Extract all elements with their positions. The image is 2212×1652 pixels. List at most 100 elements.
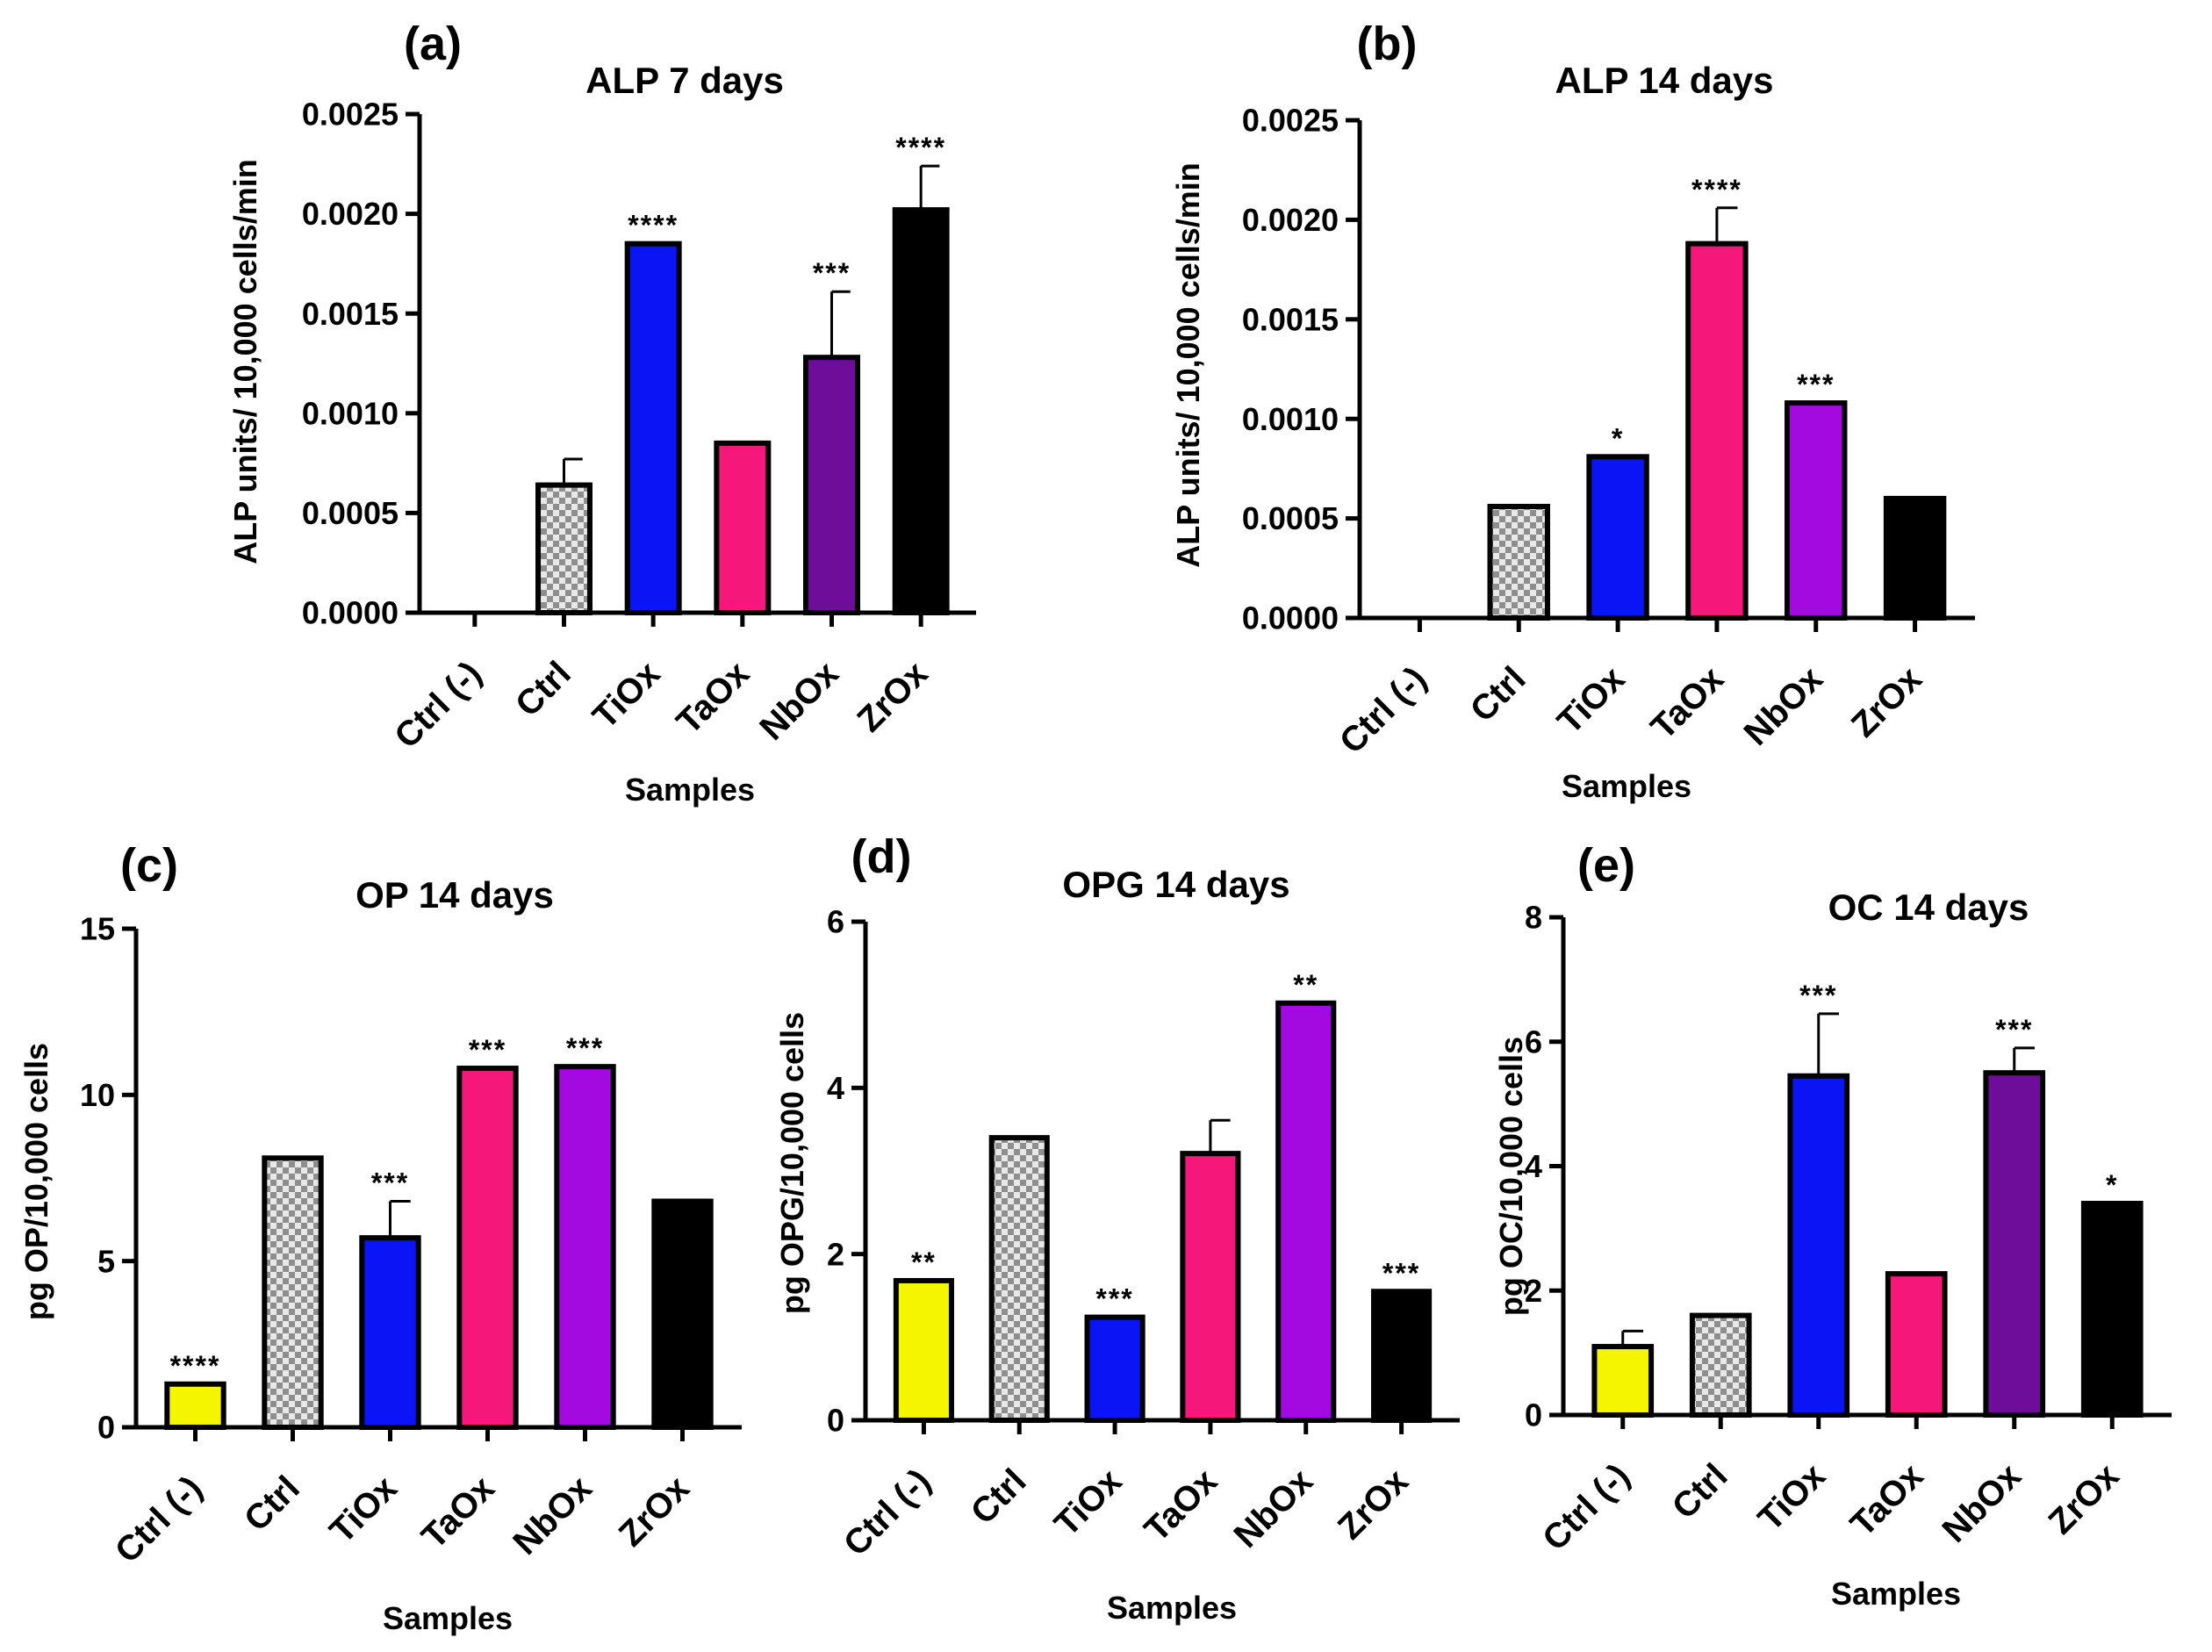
- x-tick-label: NbOx: [1227, 1462, 1321, 1555]
- y-axis-label-a: ALP units/ 10,000 cells/min: [227, 159, 263, 564]
- x-tick-label: ZrOx: [612, 1469, 697, 1554]
- bar: [1885, 1271, 1948, 1419]
- y-tick-label: 4: [827, 1070, 844, 1106]
- y-tick-label: 4: [1525, 1148, 1542, 1184]
- x-tick-label: ZrOx: [1844, 659, 1929, 744]
- bar: [1785, 400, 1848, 621]
- x-tick-label: ZrOx: [2041, 1456, 2126, 1541]
- bar: [535, 482, 592, 615]
- y-tick-label: 0: [97, 1410, 115, 1446]
- x-tick-label: Ctrl (-): [1535, 1456, 1637, 1558]
- significance-label: ****: [1691, 174, 1742, 205]
- x-tick-label: Ctrl (-): [108, 1469, 210, 1570]
- panel-label-e: (e): [1577, 839, 1635, 892]
- significance-label: *: [1612, 422, 1624, 454]
- y-axis-label-e: pg OC/10,000 cells: [1493, 1037, 1529, 1316]
- chart-panel-b: (b) ALP 14 days ALP units/ 10,000 cells/…: [1170, 18, 1975, 804]
- significance-label: ****: [895, 132, 946, 163]
- x-tick-label: ZrOx: [850, 654, 935, 739]
- bar: [1591, 1344, 1655, 1418]
- significance-label: ***: [371, 1167, 409, 1199]
- x-tick-label: TaOx: [414, 1469, 502, 1556]
- x-tick-label: ZrOx: [1331, 1462, 1416, 1547]
- x-tick-label: Ctrl: [1665, 1456, 1735, 1526]
- plot-area-b: 0.0000 0.0005 0.0010 0.0015 0.0020 0.0025 Ctrl…: [1242, 103, 1975, 761]
- y-tick-label: 5: [97, 1243, 115, 1279]
- panel-label-d: (d): [851, 830, 912, 883]
- chart-panel-c: (c) OP 14 days pg OP/10,000 cells Sample…: [18, 839, 742, 1636]
- x-tick-label: TiOx: [1751, 1456, 1833, 1538]
- bar: [624, 241, 682, 615]
- y-tick-label: 0.0025: [302, 97, 399, 133]
- bar: [1084, 1314, 1146, 1423]
- x-tick-label: NbOx: [1936, 1456, 2029, 1550]
- panel-label-b: (b): [1357, 18, 1418, 70]
- x-axis-label-d: Samples: [1107, 1590, 1237, 1626]
- bar: [1685, 241, 1749, 621]
- x-tick-label: TaOx: [1644, 659, 1732, 747]
- x-axis-label-e: Samples: [1831, 1576, 1961, 1612]
- chart-title-b: ALP 14 days: [1555, 60, 1773, 101]
- panel-label-c: (c): [120, 839, 178, 892]
- bar: [1586, 454, 1649, 621]
- plot-area-d: 0 2 4 6 Ctrl (-) ** Ctrl TiOx *** TaOx NbOx ** ZrOx *…: [827, 904, 1460, 1563]
- bar: [1371, 1289, 1433, 1424]
- significance-label: ***: [1995, 1014, 2033, 1045]
- x-tick-label: Ctrl: [964, 1462, 1034, 1532]
- y-tick-label: 2: [827, 1236, 844, 1272]
- y-tick-label: 6: [827, 904, 844, 940]
- y-tick-label: 2: [1525, 1273, 1542, 1309]
- x-tick-label: TiOx: [322, 1469, 404, 1550]
- y-axis-label-c: pg OP/10,000 cells: [18, 1043, 54, 1320]
- bar: [1275, 1000, 1337, 1423]
- y-tick-label: 0.0005: [1242, 500, 1339, 536]
- y-tick-label: 0.0025: [1242, 103, 1339, 139]
- x-tick-label: Ctrl (-): [1332, 659, 1434, 761]
- y-tick-label: 8: [1525, 900, 1542, 936]
- bar: [651, 1198, 714, 1431]
- y-tick-label: 0.0005: [302, 495, 399, 531]
- x-tick-label: Ctrl (-): [387, 654, 489, 756]
- bar: [262, 1155, 324, 1431]
- significance-label: ***: [1797, 369, 1835, 400]
- x-axis-label-c: Samples: [383, 1600, 513, 1636]
- plot-area-a: 0.0000 0.0005 0.0010 0.0015 0.0020 0.0025 Ctrl…: [302, 97, 976, 756]
- x-tick-label: TaOx: [1843, 1456, 1931, 1544]
- bar: [359, 1235, 421, 1431]
- significance-label: *: [2106, 1169, 2118, 1201]
- significance-label: ***: [1382, 1257, 1420, 1289]
- y-tick-label: 15: [80, 911, 115, 947]
- chart-title-c: OP 14 days: [356, 874, 554, 916]
- bar: [1883, 495, 1947, 621]
- significance-label: **: [911, 1246, 937, 1278]
- plot-area-e: 0 2 4 6 8 Ctrl (-) Ctrl TiOx *** TaOx NbOx *** ZrOx *: [1525, 900, 2172, 1558]
- x-tick-label: Ctrl: [237, 1469, 307, 1539]
- panel-label-a: (a): [404, 18, 462, 70]
- significance-label: ****: [170, 1350, 221, 1382]
- y-tick-label: 0.0015: [302, 296, 399, 332]
- x-tick-label: TaOx: [669, 654, 757, 742]
- y-tick-label: 0.0015: [1242, 301, 1339, 337]
- x-tick-label: NbOx: [752, 654, 846, 748]
- significance-label: ***: [566, 1032, 604, 1064]
- x-tick-label: Ctrl: [1463, 659, 1533, 729]
- x-tick-label: NbOx: [1737, 659, 1831, 753]
- bar: [803, 355, 860, 615]
- x-tick-label: NbOx: [506, 1469, 600, 1562]
- bar: [2080, 1201, 2144, 1419]
- bar: [893, 1277, 954, 1423]
- y-tick-label: 0.0000: [302, 595, 399, 631]
- y-tick-label: 0: [827, 1403, 844, 1439]
- bar: [714, 440, 772, 615]
- significance-label: ***: [1095, 1283, 1133, 1315]
- bar: [164, 1381, 226, 1430]
- y-tick-label: 0: [1525, 1397, 1542, 1433]
- significance-label: ****: [628, 210, 679, 241]
- x-tick-label: Ctrl (-): [837, 1462, 938, 1563]
- significance-label: ***: [469, 1034, 506, 1066]
- chart-panel-e: (e) OC 14 days pg OC/10,000 cells Sample…: [1493, 839, 2172, 1612]
- x-axis-label-b: Samples: [1562, 768, 1691, 804]
- significance-label: ***: [1799, 980, 1837, 1011]
- x-tick-label: Ctrl: [508, 654, 578, 724]
